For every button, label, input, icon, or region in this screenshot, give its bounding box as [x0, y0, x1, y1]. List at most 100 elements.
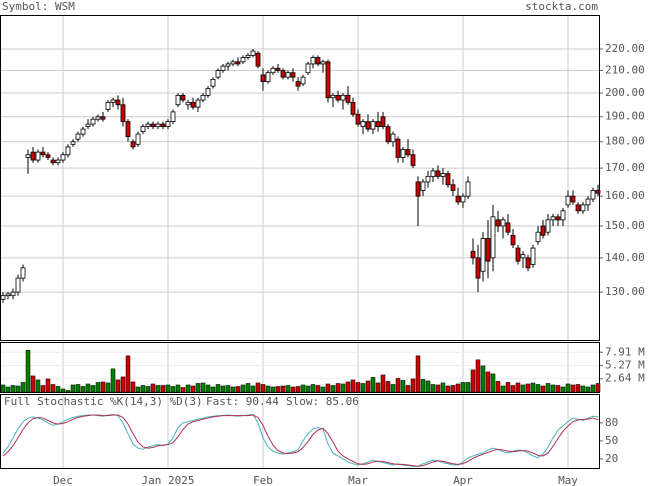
candle-body	[255, 52, 261, 67]
volume-bar	[260, 384, 266, 393]
volume-bar	[405, 385, 411, 393]
volume-bar	[495, 381, 501, 393]
candle-body	[5, 293, 11, 297]
volume-bar	[20, 382, 26, 393]
candle-body	[200, 94, 206, 101]
volume-bar	[475, 359, 481, 393]
volume-bar	[280, 385, 286, 393]
legend-entry: Slow: 85.06	[286, 395, 359, 408]
volume-bar	[255, 382, 261, 393]
candle-body	[225, 63, 231, 67]
volume-bar	[420, 379, 426, 393]
volume-bar	[100, 381, 106, 393]
volume-bar	[25, 350, 31, 393]
candle-body	[110, 99, 116, 103]
candle-body	[120, 104, 126, 123]
volume-bar	[505, 382, 511, 393]
volume-bar	[40, 385, 46, 393]
candle-body	[425, 175, 431, 183]
y-tick-label: 20	[605, 452, 618, 465]
volume-bar	[555, 385, 561, 393]
candle-body	[140, 126, 146, 132]
candle-body	[145, 123, 151, 127]
candle-body	[300, 76, 306, 85]
panel	[0, 342, 600, 393]
volume-bar	[395, 378, 401, 393]
candle-body	[30, 151, 36, 161]
volume-bar	[10, 385, 16, 393]
candle-body	[245, 54, 251, 58]
candle-body	[20, 267, 26, 279]
candle-body	[485, 238, 491, 262]
volume-bar	[410, 378, 416, 393]
volume-bar	[355, 382, 361, 393]
volume-bar	[0, 384, 6, 393]
volume-bar	[415, 355, 421, 393]
candle-body	[215, 70, 221, 78]
volume-bar	[240, 384, 246, 393]
candle-body	[280, 70, 286, 78]
volume-bar	[315, 385, 321, 393]
candle-body	[250, 50, 256, 56]
candle-body	[285, 72, 291, 78]
candle-body	[400, 149, 406, 158]
volume-bar	[230, 386, 236, 393]
volume-bar	[225, 385, 231, 393]
volume-bar	[330, 385, 336, 393]
volume-bar	[435, 384, 441, 393]
candle-body	[105, 101, 111, 110]
candle-body	[475, 257, 481, 279]
volume-bar	[95, 382, 101, 393]
y-tick-label: 150.00	[605, 219, 645, 232]
candle-body	[390, 133, 396, 143]
x-tick-label: Dec	[53, 474, 73, 486]
volume-bar	[535, 384, 541, 393]
candle-body	[505, 222, 511, 233]
volume-bar	[155, 385, 161, 393]
y-tick-label: 180.00	[605, 135, 645, 148]
candle-body	[220, 65, 226, 71]
candle-body	[190, 101, 196, 108]
volume-bar	[180, 387, 186, 393]
candle-body	[455, 195, 461, 203]
candle-body	[10, 291, 16, 297]
candle-body	[50, 159, 56, 164]
volume-bar	[250, 385, 256, 393]
candle-body	[590, 190, 596, 200]
y-tick-label: 50	[605, 434, 618, 447]
volume-bar	[145, 386, 151, 393]
candle-body	[375, 121, 381, 127]
volume-bar	[345, 381, 351, 393]
candle-body	[510, 234, 516, 246]
y-tick-label: 200.00	[605, 86, 645, 99]
candle-body	[345, 94, 351, 103]
volume-bar	[300, 384, 306, 393]
candle-body	[540, 225, 546, 236]
volume-bar	[175, 384, 181, 393]
candle-body	[445, 173, 451, 186]
volume-bar	[430, 384, 436, 393]
candle-body	[405, 149, 411, 156]
candle-body	[235, 61, 241, 65]
volume-bar	[520, 384, 526, 393]
candle-body	[0, 295, 6, 300]
candle-body	[170, 111, 176, 123]
volume-bar	[90, 385, 96, 393]
candle-body	[335, 94, 341, 101]
y-tick-label: 170.00	[605, 161, 645, 174]
candle-body	[25, 154, 31, 158]
candle-body	[185, 101, 191, 106]
candle-body	[465, 181, 471, 197]
volume-bar	[565, 383, 571, 393]
candle-body	[370, 121, 376, 130]
candle-body	[40, 151, 46, 156]
candle-body	[565, 195, 571, 206]
volume-bar	[80, 386, 86, 393]
volume-bar	[235, 386, 241, 393]
candle-body	[340, 94, 346, 101]
volume-bar	[360, 383, 366, 393]
candle-body	[365, 121, 371, 130]
candle-body	[580, 204, 586, 212]
volume-bar	[15, 385, 21, 393]
